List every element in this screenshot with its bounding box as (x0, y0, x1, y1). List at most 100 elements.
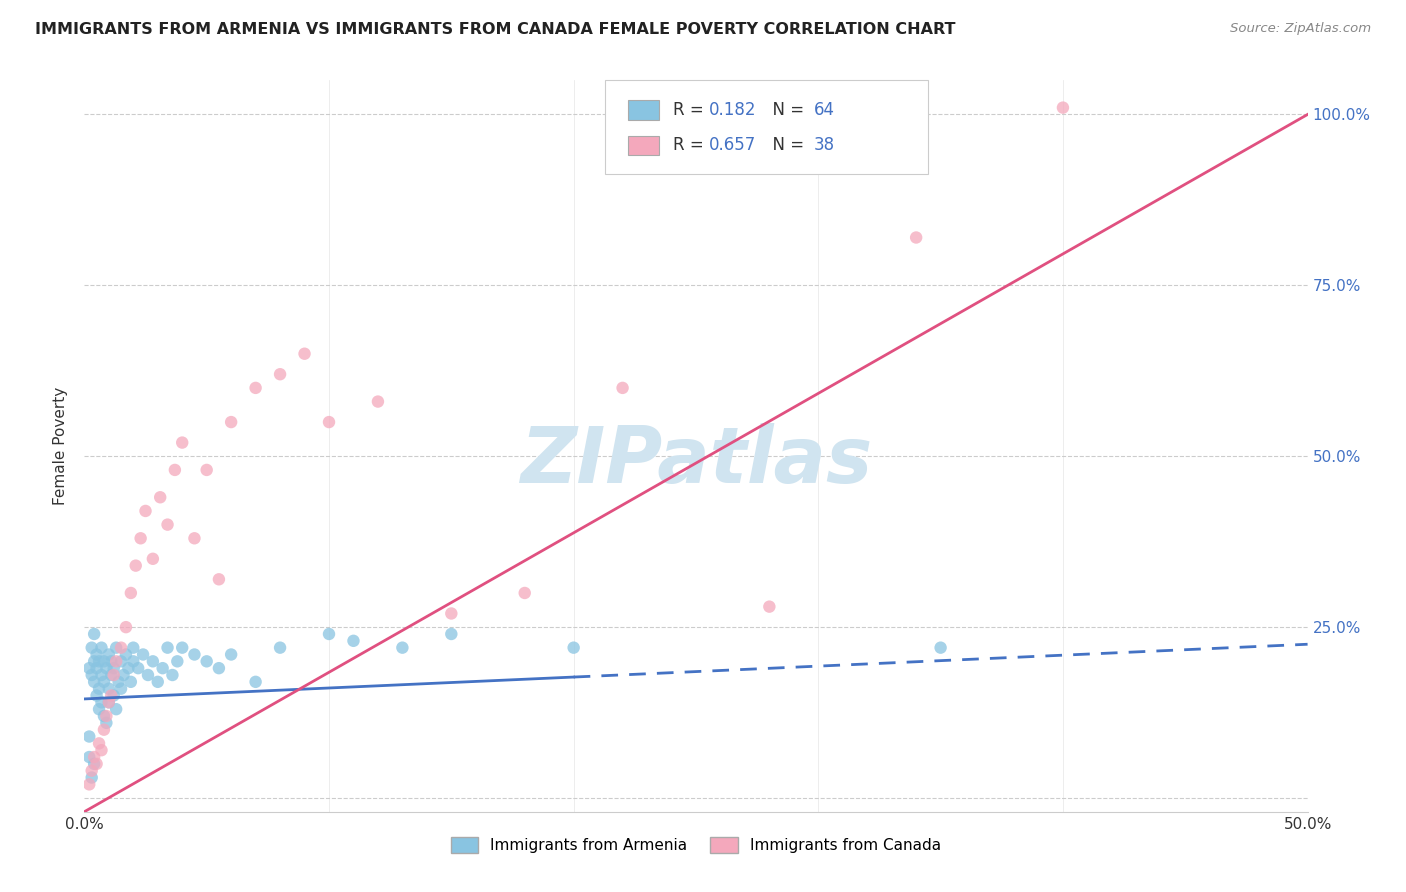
Point (318, 415, 340, 429)
Text: 0.657: 0.657 (709, 136, 756, 154)
Point (96, 661, 118, 675)
Point (97, 648, 120, 662)
Point (562, 640, 585, 655)
Point (245, 381, 267, 395)
Point (122, 654, 145, 668)
Point (219, 648, 242, 662)
Legend: Immigrants from Armenia, Immigrants from Canada: Immigrants from Armenia, Immigrants from… (444, 830, 948, 859)
Point (149, 490, 172, 504)
Point (110, 654, 132, 668)
Point (146, 674, 169, 689)
Point (195, 654, 218, 668)
Point (172, 435, 194, 450)
Point (612, 381, 634, 395)
Point (100, 654, 122, 668)
Text: R =: R = (673, 101, 710, 119)
Point (269, 368, 291, 382)
Point (120, 586, 142, 600)
Point (112, 668, 135, 682)
Point (208, 572, 231, 586)
Text: N =: N = (762, 136, 810, 154)
Text: 64: 64 (814, 101, 835, 119)
Point (208, 661, 231, 675)
Point (166, 654, 188, 668)
Point (391, 640, 413, 655)
Point (122, 640, 145, 655)
Point (105, 702, 128, 716)
Point (103, 668, 125, 682)
Point (86, 648, 108, 662)
Point (110, 681, 132, 696)
Point (183, 648, 205, 662)
Point (120, 674, 142, 689)
Point (115, 620, 138, 634)
Point (367, 394, 389, 409)
Point (90, 695, 112, 709)
Point (90, 668, 112, 682)
Text: Source: ZipAtlas.com: Source: ZipAtlas.com (1230, 22, 1371, 36)
Point (83, 627, 105, 641)
Text: 0.182: 0.182 (709, 101, 756, 119)
Point (929, 640, 952, 655)
Point (135, 504, 157, 518)
Point (97, 695, 120, 709)
Point (1052, 101, 1074, 115)
Point (80, 764, 103, 778)
Point (905, 230, 928, 244)
Point (86, 661, 108, 675)
Point (172, 640, 194, 655)
Point (87, 654, 110, 668)
Point (294, 347, 316, 361)
Point (83, 654, 105, 668)
Point (86, 756, 108, 771)
Point (93, 709, 115, 723)
Point (103, 689, 125, 703)
Point (87, 702, 110, 716)
Point (219, 415, 242, 429)
Point (100, 689, 122, 703)
Point (105, 654, 128, 668)
Point (97, 695, 120, 709)
Point (96, 715, 118, 730)
Point (156, 640, 179, 655)
Point (162, 668, 184, 682)
Point (90, 640, 112, 655)
Point (103, 661, 125, 675)
Point (245, 674, 267, 689)
Point (80, 771, 103, 785)
Point (318, 627, 340, 641)
Point (132, 648, 155, 662)
Point (195, 463, 218, 477)
Point (77, 730, 100, 744)
Point (77, 777, 100, 791)
Point (440, 627, 463, 641)
Point (183, 531, 205, 545)
Point (117, 661, 139, 675)
Point (100, 668, 122, 682)
Text: ZIPatlas: ZIPatlas (520, 423, 872, 499)
Point (77, 661, 100, 675)
Point (136, 668, 159, 682)
Point (269, 640, 291, 655)
Point (142, 654, 165, 668)
Point (125, 558, 148, 573)
Point (105, 640, 128, 655)
Point (142, 551, 165, 566)
Point (97, 681, 120, 696)
Point (513, 586, 536, 600)
Point (90, 743, 112, 757)
Y-axis label: Female Poverty: Female Poverty (53, 387, 69, 505)
Point (87, 736, 110, 750)
Text: IMMIGRANTS FROM ARMENIA VS IMMIGRANTS FROM CANADA FEMALE POVERTY CORRELATION CHA: IMMIGRANTS FROM ARMENIA VS IMMIGRANTS FR… (35, 22, 956, 37)
Point (80, 640, 103, 655)
Point (440, 607, 463, 621)
Point (83, 674, 105, 689)
Point (110, 640, 132, 655)
Point (83, 750, 105, 764)
Point (96, 709, 118, 723)
Point (129, 531, 152, 545)
Point (107, 674, 129, 689)
Point (93, 674, 115, 689)
Point (156, 517, 179, 532)
Point (93, 654, 115, 668)
